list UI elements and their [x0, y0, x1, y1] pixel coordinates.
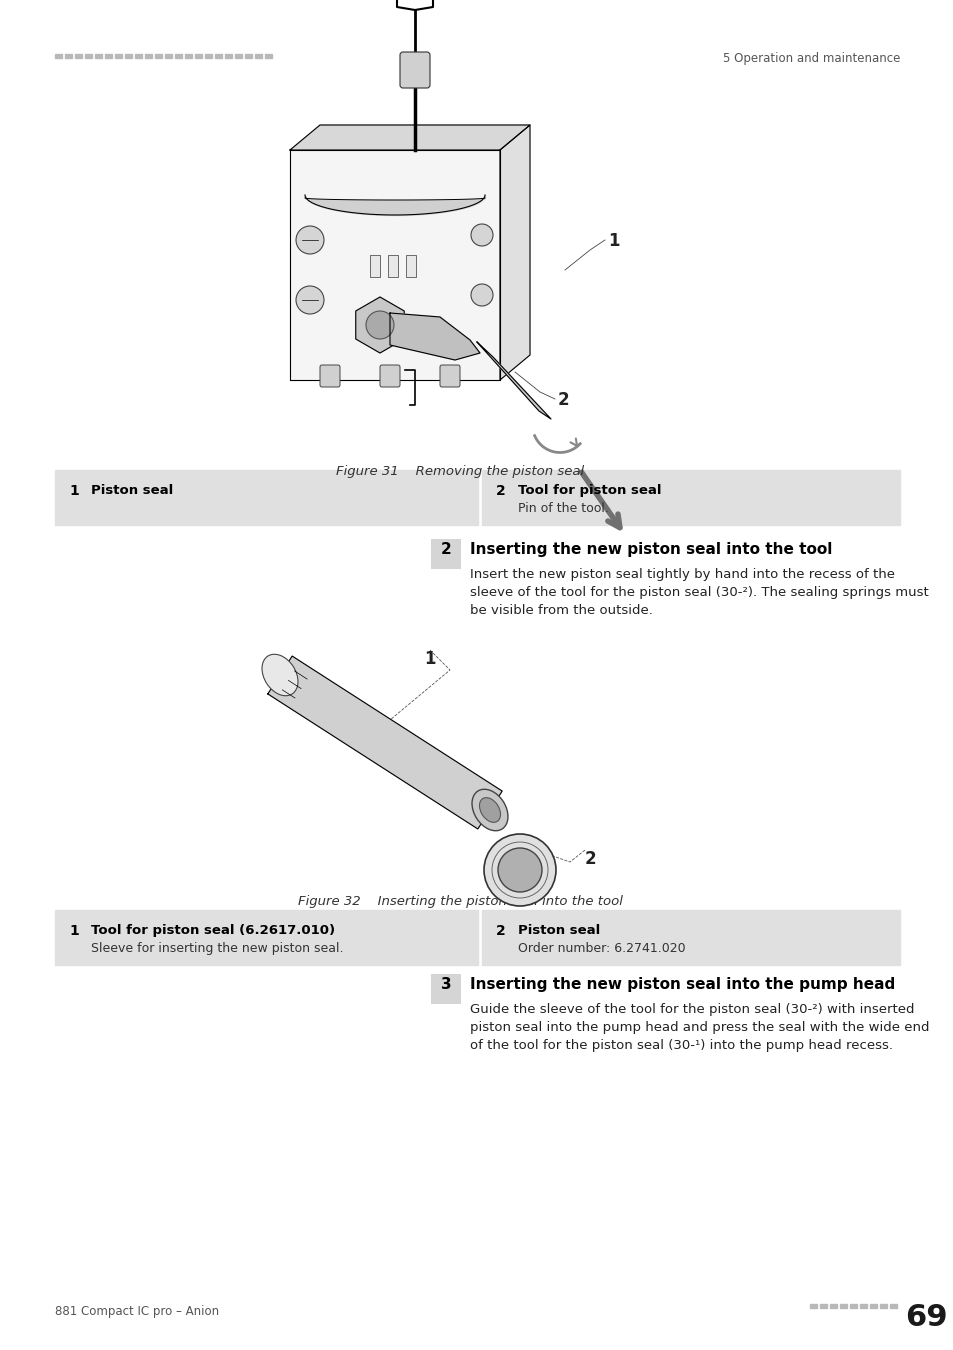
Bar: [214, 54, 222, 58]
Polygon shape: [290, 150, 499, 379]
FancyBboxPatch shape: [399, 53, 430, 88]
Text: 3: 3: [440, 977, 451, 992]
Bar: [809, 1304, 816, 1308]
FancyBboxPatch shape: [431, 973, 460, 1004]
Polygon shape: [268, 656, 501, 829]
Circle shape: [471, 284, 493, 306]
Bar: [265, 54, 272, 58]
Bar: [55, 910, 477, 965]
Text: Inserting the new piston seal into the pump head: Inserting the new piston seal into the p…: [470, 977, 894, 992]
Polygon shape: [476, 342, 551, 418]
Bar: [829, 1304, 836, 1308]
Bar: [205, 54, 212, 58]
Text: sleeve of the tool for the piston seal (30-²). The sealing springs must: sleeve of the tool for the piston seal (…: [470, 586, 928, 599]
Circle shape: [483, 834, 556, 906]
Text: 2: 2: [583, 850, 596, 868]
Bar: [481, 470, 899, 525]
Bar: [185, 54, 192, 58]
Circle shape: [366, 310, 394, 339]
Bar: [145, 54, 152, 58]
Text: Order number: 6.2741.020: Order number: 6.2741.020: [517, 942, 685, 954]
Text: Pin of the tool.: Pin of the tool.: [517, 502, 608, 514]
Text: 881 Compact IC pro – Anion: 881 Compact IC pro – Anion: [55, 1305, 219, 1318]
Bar: [859, 1304, 866, 1308]
Text: Inserting the new piston seal into the tool: Inserting the new piston seal into the t…: [470, 541, 832, 558]
Bar: [388, 255, 397, 277]
FancyBboxPatch shape: [439, 364, 459, 387]
Circle shape: [497, 848, 541, 892]
Bar: [245, 54, 252, 58]
Text: Tool for piston seal: Tool for piston seal: [517, 485, 660, 497]
Text: 1: 1: [424, 649, 436, 668]
Text: of the tool for the piston seal (30-¹) into the pump head recess.: of the tool for the piston seal (30-¹) i…: [470, 1040, 892, 1052]
Circle shape: [471, 224, 493, 246]
Text: 1: 1: [69, 485, 79, 498]
Bar: [820, 1304, 826, 1308]
Bar: [370, 255, 379, 277]
Text: 5 Operation and maintenance: 5 Operation and maintenance: [721, 53, 899, 65]
Text: 69: 69: [904, 1303, 946, 1332]
Bar: [105, 54, 112, 58]
Text: Figure 32    Inserting the piston seal into the tool: Figure 32 Inserting the piston seal into…: [297, 895, 621, 909]
Bar: [165, 54, 172, 58]
Bar: [840, 1304, 846, 1308]
Bar: [95, 54, 102, 58]
Text: 2: 2: [558, 392, 569, 409]
FancyBboxPatch shape: [431, 539, 460, 568]
Bar: [85, 54, 91, 58]
Bar: [135, 54, 142, 58]
Text: 2: 2: [496, 923, 505, 938]
Circle shape: [295, 225, 324, 254]
Bar: [225, 54, 232, 58]
Text: 2: 2: [440, 541, 451, 558]
Bar: [194, 54, 202, 58]
Ellipse shape: [479, 798, 500, 822]
Text: Figure 31    Removing the piston seal: Figure 31 Removing the piston seal: [335, 464, 583, 478]
Bar: [154, 54, 162, 58]
Text: Tool for piston seal (6.2617.010): Tool for piston seal (6.2617.010): [91, 923, 335, 937]
Text: 1: 1: [607, 232, 618, 250]
Bar: [879, 1304, 886, 1308]
Polygon shape: [499, 126, 530, 379]
Bar: [849, 1304, 856, 1308]
Polygon shape: [355, 297, 404, 352]
FancyBboxPatch shape: [379, 364, 399, 387]
Bar: [254, 54, 262, 58]
Text: piston seal into the pump head and press the seal with the wide end: piston seal into the pump head and press…: [470, 1021, 928, 1034]
Text: 2: 2: [496, 485, 505, 498]
Bar: [75, 54, 82, 58]
Bar: [889, 1304, 896, 1308]
Text: Insert the new piston seal tightly by hand into the recess of the: Insert the new piston seal tightly by ha…: [470, 568, 894, 580]
Text: Sleeve for inserting the new piston seal.: Sleeve for inserting the new piston seal…: [91, 942, 343, 954]
Bar: [174, 54, 182, 58]
Bar: [65, 54, 71, 58]
Bar: [481, 910, 899, 965]
Bar: [406, 255, 416, 277]
Bar: [115, 54, 122, 58]
Circle shape: [295, 286, 324, 315]
Text: Piston seal: Piston seal: [91, 485, 173, 497]
Text: Piston seal: Piston seal: [517, 923, 599, 937]
Text: 1: 1: [69, 923, 79, 938]
Bar: [55, 470, 477, 525]
Polygon shape: [390, 313, 479, 360]
FancyBboxPatch shape: [319, 364, 339, 387]
Ellipse shape: [262, 655, 297, 695]
Bar: [55, 54, 62, 58]
Polygon shape: [290, 126, 530, 150]
Ellipse shape: [472, 790, 507, 830]
Text: Guide the sleeve of the tool for the piston seal (30-²) with inserted: Guide the sleeve of the tool for the pis…: [470, 1003, 914, 1017]
Text: be visible from the outside.: be visible from the outside.: [470, 603, 652, 617]
Bar: [125, 54, 132, 58]
Bar: [234, 54, 242, 58]
Bar: [869, 1304, 876, 1308]
